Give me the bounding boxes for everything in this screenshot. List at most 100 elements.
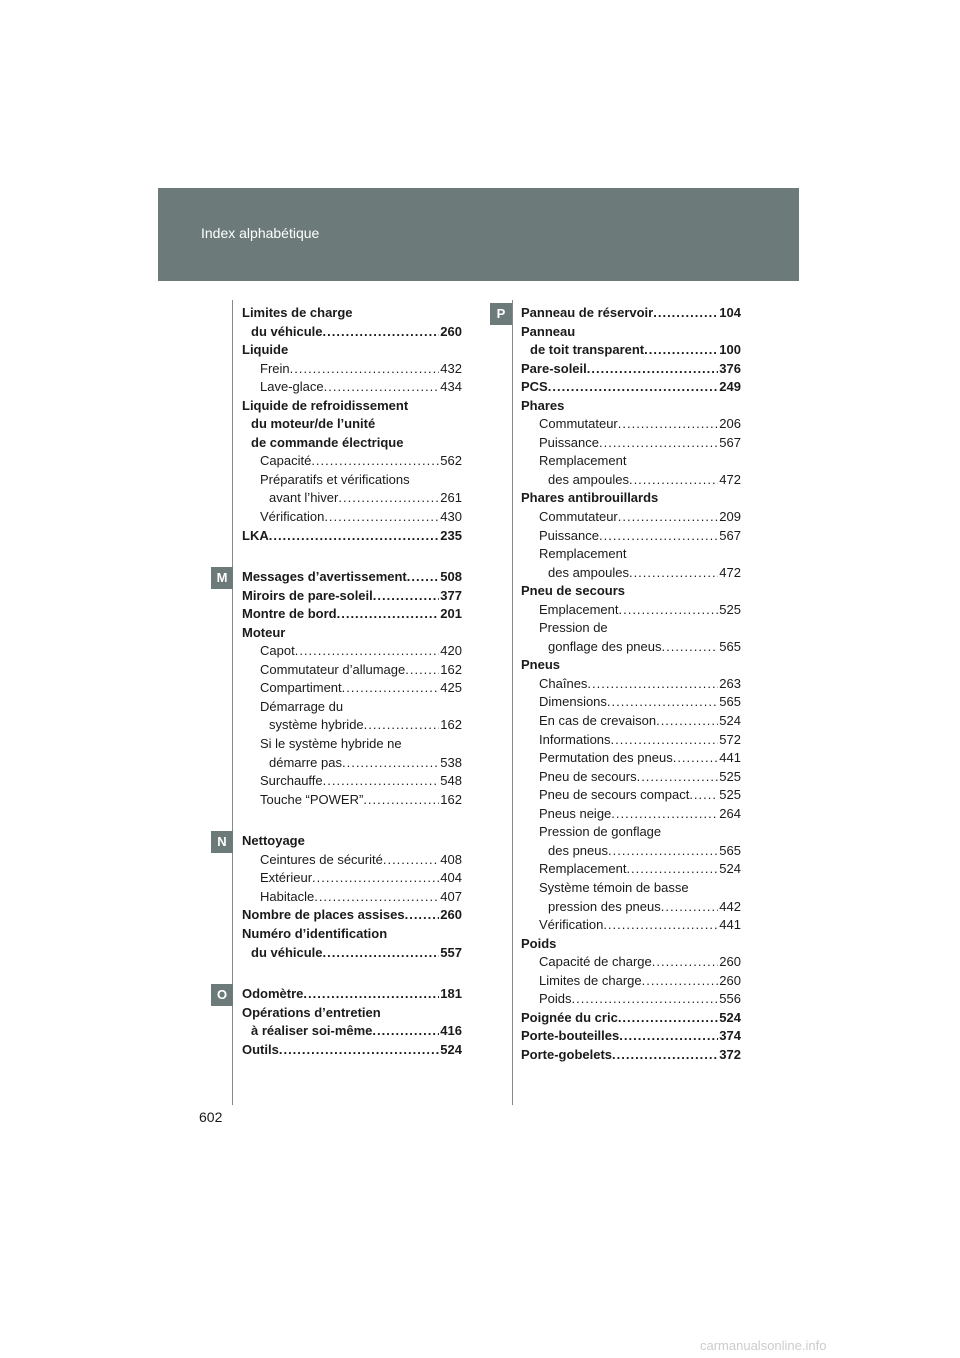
index-entry: des ampoules 472	[521, 471, 741, 490]
entry-text: Extérieur	[260, 870, 313, 886]
index-entry: Nettoyage	[242, 832, 462, 851]
index-entry: démarre pas 538	[242, 754, 462, 773]
index-entry: Pneu de secours compact 525	[521, 786, 741, 805]
dot-leader	[324, 508, 439, 527]
index-entry: Pneu de secours 525	[521, 768, 741, 787]
index-entry: Capacité 562	[242, 452, 462, 471]
index-entry: Outils 524	[242, 1041, 462, 1060]
entry-text: Démarrage du	[260, 698, 344, 714]
entry-text: Si le système hybride ne	[260, 736, 402, 752]
index-entry: Préparatifs et vérifications	[242, 471, 462, 490]
dot-leader	[637, 768, 719, 787]
entry-text: Pression de gonflage	[539, 824, 662, 840]
index-entry: Commutateur 209	[521, 508, 741, 527]
index-entry: système hybride 162	[242, 716, 462, 735]
entry-text: Permutation des pneus	[539, 750, 673, 766]
entry-text: de commande électrique	[251, 434, 404, 450]
index-entry: Messages d’avertissement 508	[242, 568, 462, 587]
index-entry: Liquide de refroidissement	[242, 397, 462, 416]
entry-text: Chaînes	[539, 675, 588, 691]
entry-text: Liquide	[242, 342, 289, 358]
entry-page: 524	[719, 861, 741, 877]
index-entry: Puissance 567	[521, 527, 741, 546]
dot-leader	[363, 791, 439, 810]
entry-text: En cas de crevaison	[539, 713, 657, 729]
index-entry: Pneus neige 264	[521, 805, 741, 824]
entry-page: 374	[719, 1028, 741, 1044]
entry-text: Commutateur	[539, 416, 618, 432]
entry-page: 407	[440, 888, 462, 904]
entry-page: 404	[440, 870, 462, 886]
entry-page: 100	[719, 342, 741, 358]
entry-page: 201	[440, 606, 462, 622]
entry-text: Phares antibrouillards	[521, 490, 659, 506]
entry-text: Touche “POWER”	[260, 791, 364, 807]
dot-leader	[603, 916, 718, 935]
entry-text: Lave-glace	[260, 379, 324, 395]
entry-page: 260	[719, 954, 741, 970]
entry-page: 264	[719, 805, 741, 821]
entry-page: 162	[440, 717, 462, 733]
entry-page: 524	[719, 713, 741, 729]
dot-leader	[608, 842, 718, 861]
dot-leader	[618, 508, 719, 527]
entry-text: Système témoin de basse	[539, 879, 689, 895]
dot-leader	[342, 754, 439, 773]
index-entry: Nombre de places assises 260	[242, 906, 462, 925]
index-entry: Dimensions 565	[521, 693, 741, 712]
index-entry: Habitacle 407	[242, 888, 462, 907]
entry-text: Commutateur	[539, 509, 618, 525]
entry-page: 565	[719, 694, 741, 710]
entry-text: Informations	[539, 731, 611, 747]
index-entry: LKA 235	[242, 527, 462, 546]
index-entry: Pneu de secours	[521, 582, 741, 601]
index-entry: Capot 420	[242, 642, 462, 661]
entry-page: 472	[719, 471, 741, 487]
dot-leader	[364, 716, 440, 735]
entry-page: 416	[440, 1023, 462, 1039]
dot-leader	[338, 489, 439, 508]
entry-page: 567	[719, 527, 741, 543]
entry-page: 430	[440, 509, 462, 525]
dot-leader	[611, 805, 718, 824]
entry-text: Nettoyage	[242, 833, 305, 849]
dot-leader	[619, 1027, 718, 1046]
entry-page: 434	[440, 379, 462, 395]
index-entry: Pneus	[521, 656, 741, 675]
entry-page: 206	[719, 416, 741, 432]
index-entry: Vérification 441	[521, 916, 741, 935]
index-entry: Moteur	[242, 624, 462, 643]
entry-page: 524	[719, 1009, 741, 1025]
index-entry: des ampoules 472	[521, 564, 741, 583]
dot-leader	[548, 378, 719, 397]
entry-text: système hybride	[269, 717, 364, 733]
entry-text: Pression de	[539, 620, 608, 636]
index-entry: Miroirs de pare-soleil 377	[242, 587, 462, 606]
entry-text: Puissance	[539, 434, 599, 450]
index-entry: gonflage des pneus 565	[521, 638, 741, 657]
entry-text: Puissance	[539, 527, 599, 543]
index-entry: Limites de charge	[242, 304, 462, 323]
entry-text: Dimensions	[539, 694, 607, 710]
entry-text: PCS	[521, 379, 548, 395]
entry-page: 376	[719, 360, 741, 376]
watermark: carmanualsonline.info	[700, 1338, 827, 1353]
dot-leader	[311, 452, 439, 471]
index-entry: Démarrage du	[242, 698, 462, 717]
letter-badge: O	[211, 984, 233, 1007]
entry-text: du véhicule	[251, 323, 323, 339]
dot-leader	[653, 304, 718, 323]
index-entry: Lave-glace 434	[242, 378, 462, 397]
dot-leader	[372, 1022, 439, 1041]
index-entry: Commutateur d’allumage 162	[242, 661, 462, 680]
dot-leader	[383, 851, 439, 870]
entry-text: Poids	[539, 991, 572, 1007]
entry-page: 524	[440, 1041, 462, 1057]
entry-text: Préparatifs et vérifications	[260, 471, 410, 487]
dot-leader	[405, 906, 440, 925]
entry-text: Emplacement	[539, 601, 619, 617]
index-entry: Phares antibrouillards	[521, 489, 741, 508]
entry-text: pression des pneus	[548, 898, 661, 914]
column-rule-left	[232, 300, 233, 1105]
